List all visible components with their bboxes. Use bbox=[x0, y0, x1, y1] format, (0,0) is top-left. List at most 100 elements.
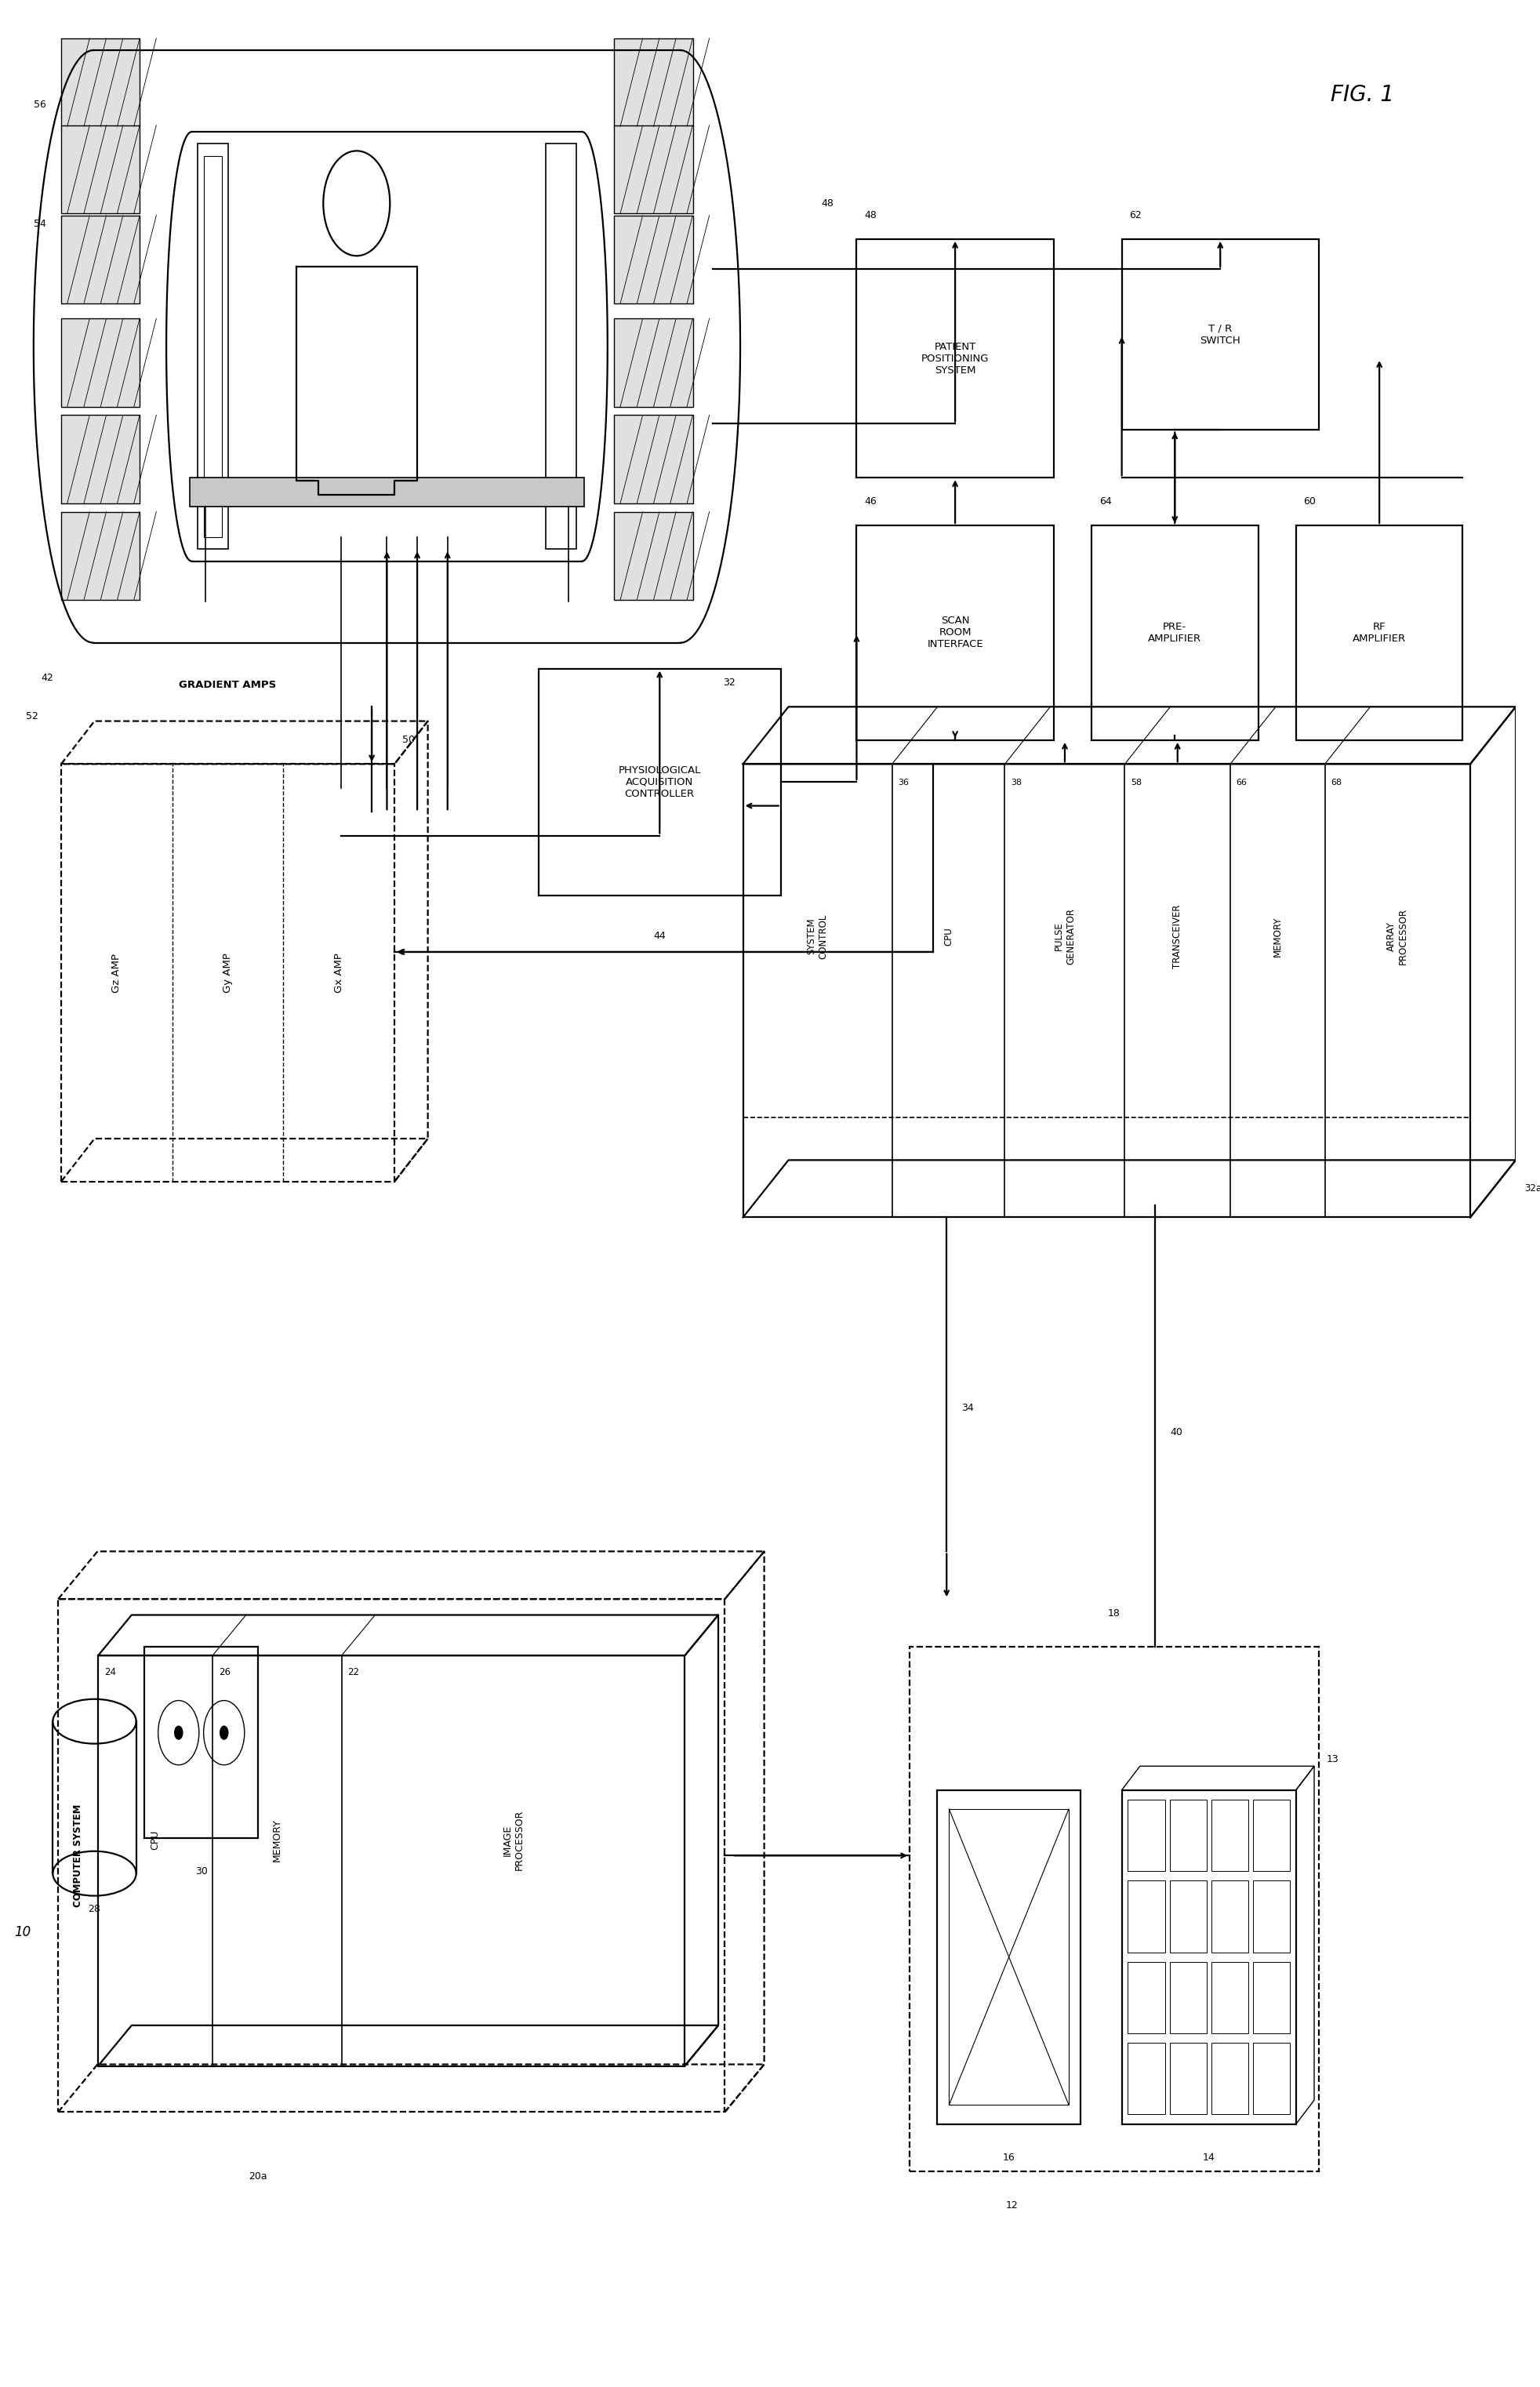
Text: PRE-
AMPLIFIER: PRE- AMPLIFIER bbox=[1147, 623, 1201, 644]
Bar bbox=[909, 1647, 1318, 2172]
Bar bbox=[614, 38, 693, 127]
Bar bbox=[614, 124, 693, 212]
Text: 12: 12 bbox=[1006, 2201, 1018, 2210]
Bar bbox=[1121, 239, 1318, 430]
Text: 22: 22 bbox=[348, 1669, 359, 1678]
Bar bbox=[62, 415, 140, 504]
Text: 36: 36 bbox=[898, 778, 909, 785]
Text: T / R
SWITCH: T / R SWITCH bbox=[1200, 325, 1240, 346]
Text: 68: 68 bbox=[1331, 778, 1341, 785]
Text: 26: 26 bbox=[219, 1669, 229, 1678]
Bar bbox=[1210, 1881, 1247, 1953]
Text: 44: 44 bbox=[653, 931, 665, 940]
Text: 30: 30 bbox=[196, 1867, 208, 1876]
Text: 24: 24 bbox=[105, 1669, 116, 1678]
Bar bbox=[1169, 1881, 1206, 1953]
Bar bbox=[1252, 1881, 1289, 1953]
Text: 13: 13 bbox=[1326, 1754, 1338, 1764]
Circle shape bbox=[219, 1726, 228, 1740]
Text: 16: 16 bbox=[1003, 2153, 1015, 2163]
Bar bbox=[614, 511, 693, 599]
Bar bbox=[545, 143, 576, 549]
Bar bbox=[1169, 1962, 1206, 2034]
Text: 50: 50 bbox=[402, 735, 414, 745]
Text: Gy AMP: Gy AMP bbox=[223, 952, 233, 993]
Bar bbox=[1295, 525, 1461, 740]
Bar bbox=[62, 38, 140, 127]
Text: CPU: CPU bbox=[151, 1831, 160, 1850]
Text: RF
AMPLIFIER: RF AMPLIFIER bbox=[1352, 623, 1406, 644]
Bar bbox=[99, 1657, 684, 2065]
Text: MEMORY: MEMORY bbox=[273, 1819, 282, 1862]
Text: SYSTEM
CONTROL: SYSTEM CONTROL bbox=[805, 914, 829, 960]
Text: CPU: CPU bbox=[942, 926, 953, 945]
Text: 60: 60 bbox=[1303, 496, 1315, 506]
Bar bbox=[1252, 1800, 1289, 1871]
Bar bbox=[1127, 1800, 1164, 1871]
Text: 48: 48 bbox=[821, 198, 833, 208]
Bar bbox=[1127, 1962, 1164, 2034]
Bar bbox=[936, 1790, 1081, 2124]
Text: 40: 40 bbox=[1170, 1427, 1183, 1437]
Bar bbox=[59, 1599, 724, 2112]
Text: TRANSCEIVER: TRANSCEIVER bbox=[1172, 905, 1183, 969]
Bar bbox=[1169, 2043, 1206, 2115]
Bar bbox=[62, 511, 140, 599]
Bar bbox=[1252, 1962, 1289, 2034]
Text: 32: 32 bbox=[722, 678, 735, 687]
Text: 54: 54 bbox=[34, 220, 46, 229]
Text: PATIENT
POSITIONING
SYSTEM: PATIENT POSITIONING SYSTEM bbox=[921, 341, 989, 375]
Text: 64: 64 bbox=[1098, 496, 1110, 506]
Text: Gx AMP: Gx AMP bbox=[334, 952, 343, 993]
Text: 52: 52 bbox=[26, 711, 39, 721]
Text: 66: 66 bbox=[1235, 778, 1247, 785]
Bar bbox=[614, 415, 693, 504]
Bar bbox=[1169, 1800, 1206, 1871]
Text: IMAGE
PROCESSOR: IMAGE PROCESSOR bbox=[502, 1809, 524, 1871]
Text: MEMORY: MEMORY bbox=[1272, 917, 1281, 957]
Text: 38: 38 bbox=[1010, 778, 1021, 785]
Text: 46: 46 bbox=[864, 496, 876, 506]
Text: 20a: 20a bbox=[249, 2172, 268, 2182]
Text: 58: 58 bbox=[1130, 778, 1141, 785]
Text: COMPUTER SYSTEM: COMPUTER SYSTEM bbox=[72, 1805, 83, 1907]
Bar bbox=[62, 215, 140, 303]
Text: 34: 34 bbox=[961, 1404, 973, 1413]
Text: ARRAY
PROCESSOR: ARRAY PROCESSOR bbox=[1386, 907, 1408, 964]
Bar bbox=[1210, 1962, 1247, 2034]
Bar bbox=[197, 143, 228, 549]
Circle shape bbox=[174, 1726, 183, 1740]
Text: SCAN
ROOM
INTERFACE: SCAN ROOM INTERFACE bbox=[927, 616, 983, 649]
Text: GRADIENT AMPS: GRADIENT AMPS bbox=[179, 680, 276, 690]
Bar bbox=[1210, 2043, 1247, 2115]
Bar bbox=[856, 525, 1053, 740]
Bar bbox=[614, 317, 693, 406]
Text: FIG. 1: FIG. 1 bbox=[1331, 84, 1394, 105]
Bar bbox=[62, 764, 394, 1182]
Bar bbox=[1127, 1881, 1164, 1953]
Bar bbox=[203, 155, 222, 537]
Bar bbox=[145, 1647, 259, 1838]
Bar bbox=[856, 239, 1053, 477]
Text: PULSE
GENERATOR: PULSE GENERATOR bbox=[1053, 907, 1075, 964]
Text: 56: 56 bbox=[34, 100, 46, 110]
Bar bbox=[1127, 2043, 1164, 2115]
Bar bbox=[1252, 2043, 1289, 2115]
Text: Gz AMP: Gz AMP bbox=[111, 952, 122, 993]
Text: 28: 28 bbox=[88, 1905, 100, 1914]
Bar bbox=[189, 477, 584, 506]
Text: 42: 42 bbox=[42, 673, 54, 683]
Text: 48: 48 bbox=[864, 210, 876, 220]
Text: 32a: 32a bbox=[1525, 1184, 1540, 1194]
Bar bbox=[614, 215, 693, 303]
Bar bbox=[742, 764, 1469, 1217]
Text: 10: 10 bbox=[14, 1926, 31, 1941]
Bar bbox=[537, 668, 781, 895]
Text: 62: 62 bbox=[1129, 210, 1141, 220]
Text: 14: 14 bbox=[1203, 2153, 1215, 2163]
Text: PHYSIOLOGICAL
ACQUISITION
CONTROLLER: PHYSIOLOGICAL ACQUISITION CONTROLLER bbox=[618, 766, 701, 800]
Text: 18: 18 bbox=[1107, 1609, 1120, 1618]
Bar bbox=[62, 124, 140, 212]
Bar bbox=[1090, 525, 1258, 740]
Bar bbox=[1210, 1800, 1247, 1871]
